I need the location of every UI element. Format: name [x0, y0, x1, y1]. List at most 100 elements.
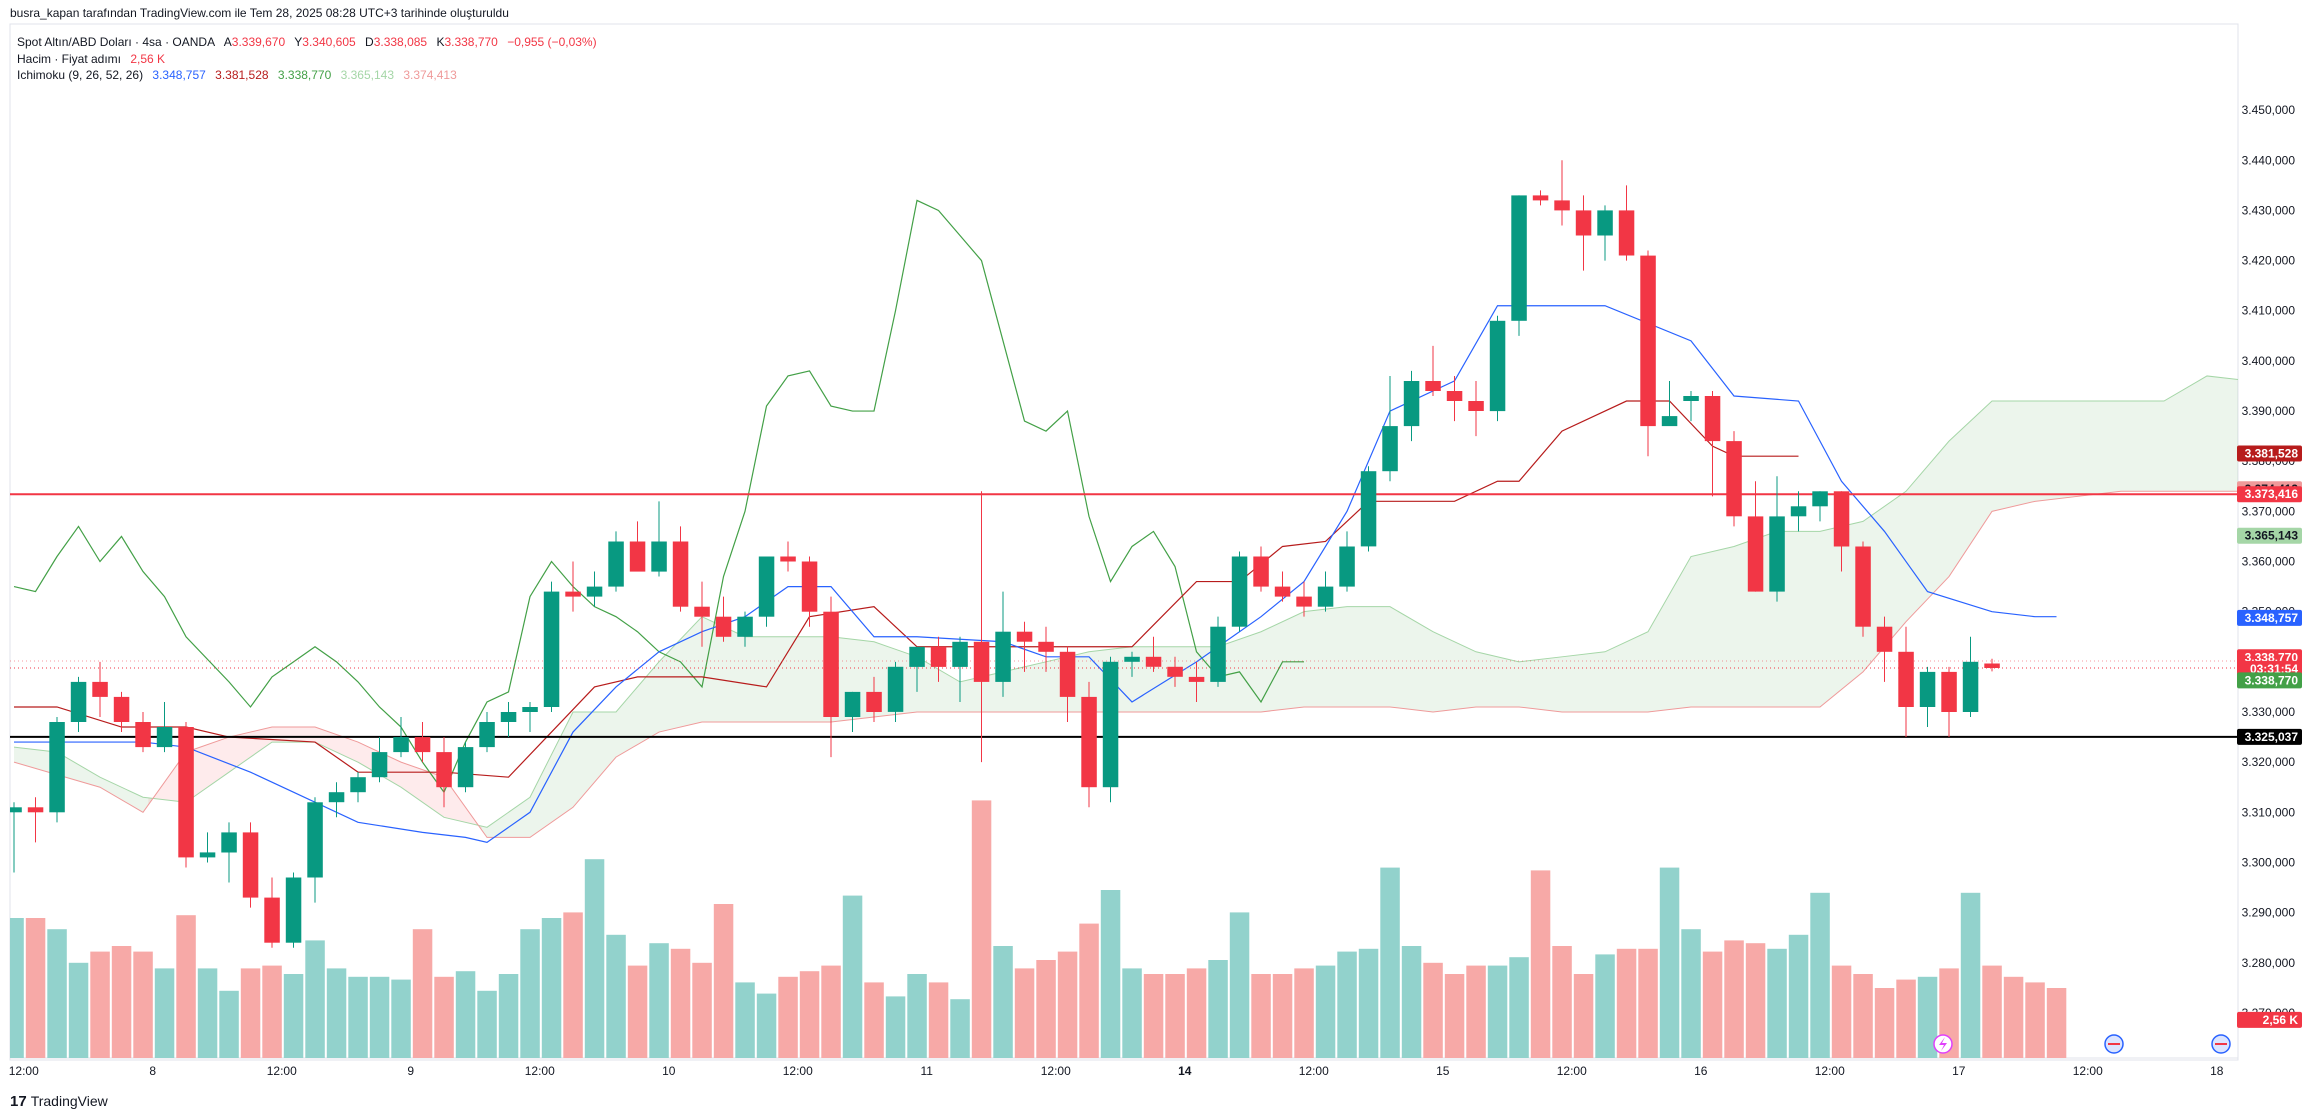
price-tick-label: 3.330,000 — [2242, 705, 2296, 719]
volume-bar — [326, 968, 347, 1058]
legend-symbol-row[interactable]: Spot Altın/ABD Doları · 4sa · OANDA A3.3… — [17, 35, 597, 49]
volume-bar — [1960, 892, 1981, 1058]
legend-ichimoku-name[interactable]: Ichimoku (9, 26, 52, 26) — [17, 68, 144, 82]
candle-body — [672, 541, 689, 607]
candle-body — [543, 591, 560, 707]
time-tick-label: 18 — [2210, 1064, 2224, 1078]
volume-bar — [971, 800, 992, 1058]
legend-ichimoku-row[interactable]: Ichimoku (9, 26, 52, 26) 3.348,757 3.381… — [17, 68, 457, 82]
volume-bar — [1444, 974, 1465, 1058]
candle-body — [651, 541, 667, 572]
candle-body — [1855, 546, 1871, 627]
legend-close-label: K — [436, 35, 445, 49]
ichimoku-lagging-line — [13, 199, 1304, 794]
volume-bar — [606, 934, 626, 1058]
plot-area — [10, 160, 2238, 1058]
volume-bar — [627, 965, 648, 1058]
candle-body — [285, 877, 302, 943]
candle-body — [586, 586, 603, 597]
volume-bar — [1638, 948, 1658, 1058]
legend-volume-name[interactable]: Hacim · Fiyat adımı — [17, 52, 122, 66]
price-label-text: 3.373,416 — [2245, 487, 2299, 501]
candle-body — [178, 727, 194, 858]
candle-body — [1296, 596, 1312, 607]
price-label-text: 3.338,770 — [2245, 650, 2299, 664]
volume-bar — [756, 993, 777, 1058]
price-tick-label: 3.430,000 — [2242, 203, 2296, 217]
volume-bar — [1358, 948, 1379, 1058]
price-tick-label: 3.290,000 — [2242, 906, 2296, 920]
volume-bar — [1487, 965, 1508, 1058]
candle-body — [457, 747, 474, 788]
legend-close-value: 3.338,770 — [444, 35, 498, 49]
volume-bar — [520, 929, 540, 1058]
candle-body — [1274, 586, 1291, 597]
candle-body — [1317, 586, 1334, 607]
price-axis: 3.270,0003.280,0003.290,0003.300,0003.31… — [2242, 103, 2296, 1020]
ichimoku-span-b-line — [13, 490, 2238, 838]
volume-bar — [1982, 965, 2002, 1058]
volume-bar — [713, 904, 734, 1058]
volume-bar — [735, 982, 755, 1058]
candle-body — [221, 832, 237, 853]
price-tick-label: 3.400,000 — [2242, 354, 2296, 368]
volume-bar — [455, 971, 476, 1058]
candle-body — [1210, 626, 1226, 682]
volume-bar — [369, 976, 390, 1058]
volume-bar — [1788, 934, 1809, 1058]
volume-bar — [1423, 962, 1443, 1058]
candle-body — [952, 641, 968, 667]
time-tick-label: 16 — [1694, 1064, 1708, 1078]
volume-bar — [262, 965, 282, 1058]
us-flag-event-icon — [2104, 1034, 2124, 1054]
tradingview-logo[interactable]: 17 TradingView — [10, 1093, 108, 1110]
candle-body — [1446, 391, 1463, 401]
volume-bar — [1853, 974, 1873, 1058]
legend-change: −0,955 (−0,03%) — [507, 35, 597, 49]
candle-body — [264, 897, 280, 943]
price-tick-label: 3.360,000 — [2242, 555, 2296, 569]
legend-open-value: 3.339,670 — [231, 35, 286, 49]
time-tick-label: 14 — [1178, 1064, 1192, 1078]
candle-body — [1747, 516, 1764, 592]
candle-body — [135, 722, 151, 748]
volume-bar — [305, 940, 325, 1058]
candle-body — [1468, 401, 1484, 411]
volume-bar — [1401, 946, 1422, 1058]
price-tick-label: 3.440,000 — [2242, 153, 2296, 167]
legend-volume-row[interactable]: Hacim · Fiyat adımı 2,56 K — [17, 52, 165, 66]
legend-ichimoku-lagging: 3.338,770 — [277, 68, 332, 82]
time-axis: 12:00 8 12:00 9 12:00 10 12:00 11 12:00 14 12:00 15… — [9, 1064, 2224, 1078]
volume-bar — [2003, 976, 2024, 1058]
candle-body — [694, 606, 710, 617]
candle-body — [1038, 641, 1054, 652]
candle-body — [1683, 396, 1699, 401]
candle-body — [1253, 556, 1269, 587]
volume-bar — [1509, 957, 1529, 1058]
candle-body — [995, 631, 1011, 682]
price-tick-label: 3.370,000 — [2242, 504, 2296, 518]
volume-bar — [907, 974, 927, 1058]
candle-body — [758, 556, 775, 617]
candle-body — [1919, 671, 1936, 707]
price-labels: 3.381,5283.374,4133.373,4163.365,1433.34… — [2237, 445, 2302, 1028]
candle-body — [1833, 491, 1850, 547]
candle-body — [1382, 426, 1398, 472]
candle-body — [1145, 656, 1162, 667]
legend-ichimoku-span-a: 3.365,143 — [340, 68, 395, 82]
price-label-text: 3.365,143 — [2245, 529, 2299, 543]
volume-bar — [541, 918, 562, 1058]
volume-bar — [1165, 974, 1185, 1058]
candle-body — [10, 807, 22, 813]
candle-body — [1188, 676, 1205, 682]
legend-symbol[interactable]: Spot Altın/ABD Doları · 4sa · OANDA — [17, 35, 216, 49]
candle-body — [1790, 506, 1807, 517]
candle-body — [715, 616, 732, 637]
volume-bar — [821, 965, 841, 1058]
candle-body — [1769, 516, 1785, 592]
volume-bar — [1745, 943, 1766, 1058]
time-tick-label: 15 — [1436, 1064, 1450, 1078]
lightning-event-icon — [1933, 1034, 1953, 1054]
candle-body — [1059, 651, 1076, 697]
